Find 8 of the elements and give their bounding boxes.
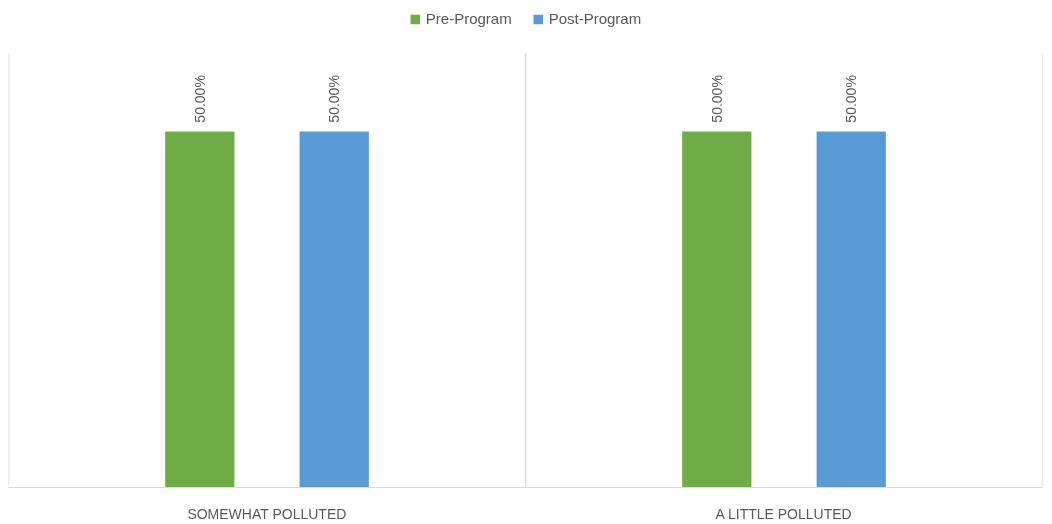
data-label: 50.00% (708, 75, 725, 123)
data-label: 50.00% (843, 75, 860, 123)
data-label: 50.00% (326, 75, 343, 123)
x-tick-label: A LITTLE POLLUTED (715, 505, 852, 522)
x-tick-label: SOMEWHAT POLLUTED (187, 505, 347, 522)
legend-label: Pre-Program (425, 10, 512, 27)
data-label: 50.00% (191, 75, 208, 123)
legend-label: Post-Program (548, 10, 642, 27)
